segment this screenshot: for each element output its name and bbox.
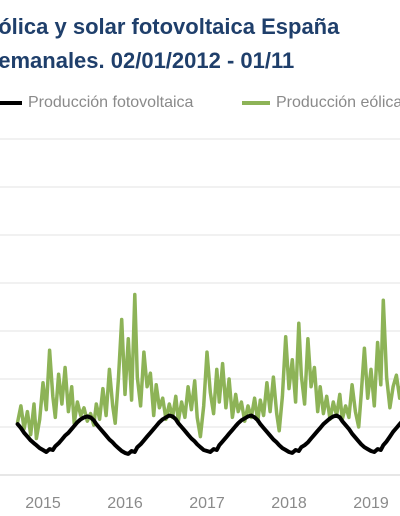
x-tick-label: 2015	[25, 495, 61, 512]
series-line-eolica	[15, 292, 400, 441]
chart-title-line-2: semanales. 02/01/2012 - 01/11	[0, 48, 295, 73]
x-tick-label: 2019	[353, 495, 389, 512]
chart-title-line-1: eólica y solar fotovoltaica España	[0, 14, 340, 39]
x-tick-label: 2017	[189, 495, 225, 512]
series-line-fotovoltaica	[15, 413, 400, 456]
x-tick-label: 2016	[107, 495, 143, 512]
chart-series	[15, 292, 400, 456]
chart-gridlines	[0, 138, 400, 476]
legend-label-fotovoltaica: Producción fotovoltaica	[28, 94, 194, 111]
legend-swatch-fotovoltaica	[0, 101, 22, 105]
legend-swatch-eolica	[242, 101, 270, 105]
x-axis-ticks: 2015 2016 2017 2018 2019	[25, 495, 389, 512]
x-tick-label: 2018	[271, 495, 307, 512]
legend-item-eolica: Producción eólica	[242, 94, 400, 112]
legend-label-eolica: Producción eólica	[276, 94, 400, 111]
legend-item-fotovoltaica: Producción fotovoltaica	[0, 94, 193, 112]
